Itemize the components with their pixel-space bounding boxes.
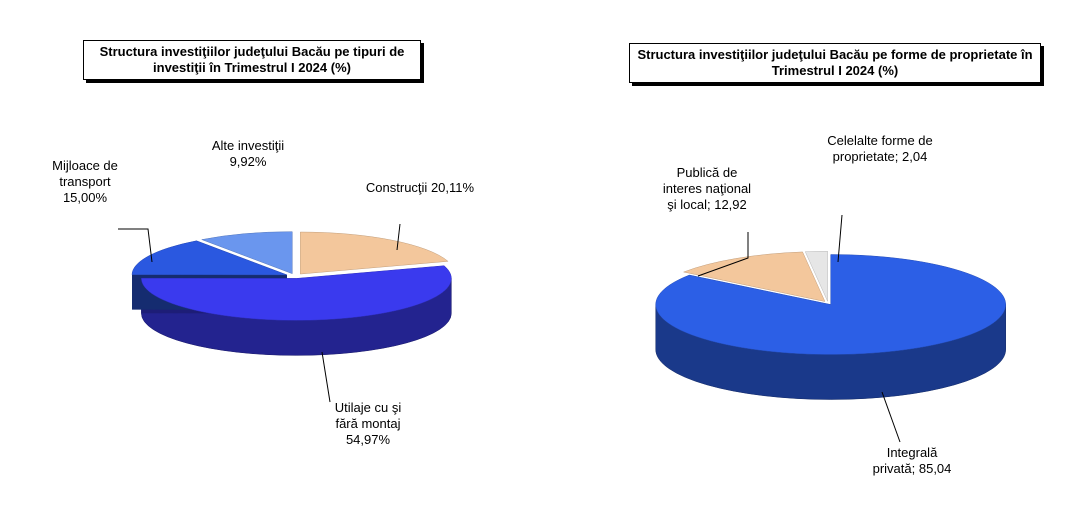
category-label: Construcţii [365,180,428,195]
data-label: Publică de interes naţional şi local; 12… [657,165,757,213]
data-label: Celelalte forme de proprietate; 2,04 [825,133,935,165]
category-label: Publică de interes naţional şi local; [662,165,752,212]
leader-line [837,214,843,263]
slice [200,231,293,275]
chart-title: Structura investiţiilor judeţului Bacău … [83,40,421,80]
leader-line [881,391,901,443]
value-label: 12,92 [714,197,747,212]
slice [655,254,1006,355]
value-label: 85,04 [918,461,952,476]
slice [804,251,828,302]
slice [131,240,288,276]
slice [682,251,826,302]
value-label: 15,00% [62,190,108,205]
leader-line [396,223,401,251]
value-label: 9,92% [229,154,267,169]
leader-line [321,351,331,403]
pie [131,231,452,356]
slice [300,231,449,275]
pie-tops [131,231,452,321]
data-label: Utilaje cu şi fără montaj 54,97% [328,400,408,448]
value-label: 54,97% [345,432,391,447]
value-label: 20,11% [430,180,475,195]
slice [141,265,452,321]
leader-line [118,228,153,263]
category-label: Alte investiţii [211,138,285,153]
pie-tops [655,251,1006,355]
category-label: Celelalte forme de proprietate; [827,133,933,164]
data-label: Alte investiţii 9,92% [203,138,293,170]
category-label: Integrală privată; [872,445,938,476]
pie [655,251,1006,400]
leader-line [697,232,749,277]
category-label: Utilaje cu şi fără montaj [334,400,402,431]
data-label: Integrală privată; 85,04 [867,445,957,477]
data-label: Mijloace de transport 15,00% [40,158,130,206]
chart-title: Structura investiţiilor judeţului Bacău … [629,43,1041,83]
value-label: 2,04 [902,149,928,164]
category-label: Mijloace de transport [52,158,118,189]
leader-lines [118,214,901,443]
data-label: Construcţii 20,11% [365,180,475,196]
